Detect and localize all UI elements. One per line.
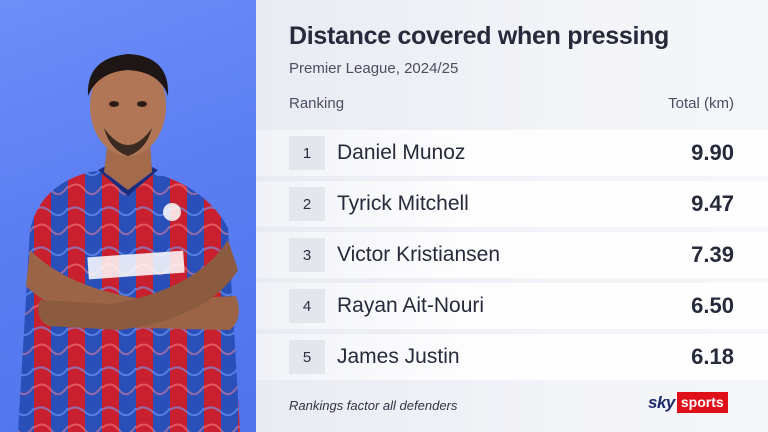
distance-value: 6.18 [691,344,734,369]
player-photo [18,54,240,432]
ranking-row: 3 Victor Kristiansen 7.39 [256,232,768,278]
player-name: Rayan Ait-Nouri [337,294,485,317]
rank-badge: 1 [289,136,325,170]
ranking-row: 1 Daniel Munoz 9.90 [256,130,768,176]
player-name: Tyrick Mitchell [337,192,469,215]
ranking-column-header: Ranking [289,95,345,112]
distance-value: 9.47 [691,191,734,216]
footnote: Rankings factor all defenders [289,398,458,413]
player-image-panel [0,0,256,432]
rank-badge: 3 [289,238,325,272]
ranking-row: 2 Tyrick Mitchell 9.47 [256,181,768,227]
logo-sports-text: sports [676,392,728,413]
rank-badge: 4 [289,289,325,323]
chart-title: Distance covered when pressing [289,22,670,50]
player-name: James Justin [337,345,460,368]
distance-value: 9.90 [691,140,734,165]
total-column-header: Total (km) [668,95,734,112]
player-name: Daniel Munoz [337,141,466,164]
ranking-row: 4 Rayan Ait-Nouri 6.50 [256,283,768,329]
rank-badge: 5 [289,340,325,374]
logo-sky-text: sky [648,392,675,412]
distance-value: 7.39 [691,242,734,267]
distance-value: 6.50 [691,293,734,318]
player-name: Victor Kristiansen [337,243,501,266]
sky-sports-logo: sky sports [648,392,728,413]
ranking-row: 5 James Justin 6.18 [256,334,768,380]
chart-subtitle: Premier League, 2024/25 [289,60,459,77]
rank-badge: 2 [289,187,325,221]
